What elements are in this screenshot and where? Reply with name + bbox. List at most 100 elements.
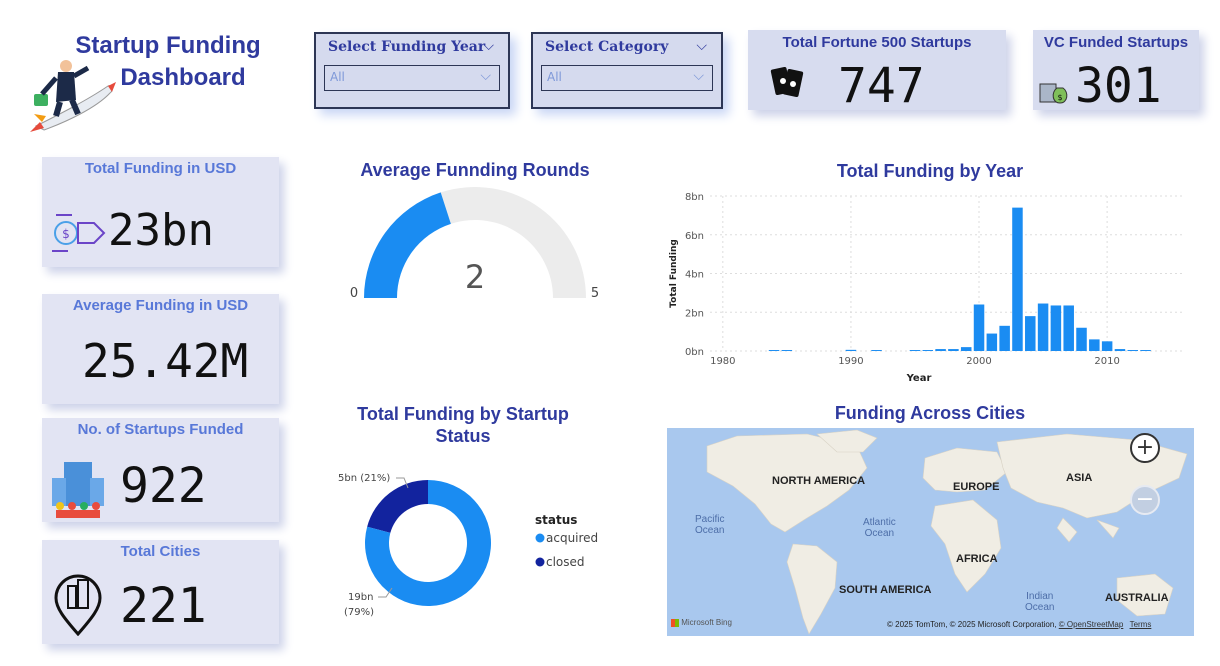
label-atlantic-ocean: Atlantic Ocean [863,517,896,539]
bar-chart-title: Total Funding by Year [836,161,1024,181]
dashboard-title: Startup Funding Dashboard [48,30,288,94]
osm-link[interactable]: © OpenStreetMap [1058,620,1124,629]
city-location-pin-icon [54,574,102,636]
avg-funding-card: Average Funding in USD 25.42M [42,294,279,404]
bar-2010 [1101,341,1113,351]
bar-2013 [1140,350,1151,351]
bing-logo: Microsoft Bing [671,618,732,627]
funding-year-slicer-label: Select Funding Year [328,39,486,55]
chevron-down-icon[interactable]: ⌵ [696,38,707,54]
dashboard-title-line2: Dashboard [120,64,246,91]
zoom-in-button[interactable]: + [1130,433,1160,463]
funding-by-status-donut[interactable]: 5bn (21%) 19bn (79%) status acquired closed [330,460,620,630]
x-axis-label: Year [906,373,932,384]
category-dropdown[interactable]: All ⌵ [541,65,713,91]
x-tick-label: 1990 [838,356,863,367]
funding-year-dropdown[interactable]: All ⌵ [324,65,500,91]
bar-1995 [909,350,921,351]
category-slicer-label: Select Category [545,39,669,55]
avg-funding-rounds-gauge[interactable]: 2 0 5 [340,180,610,310]
y-tick-label: 0bn [685,347,704,358]
bar-2003 [1012,207,1023,351]
chevron-down-icon: ⌵ [693,68,704,84]
money-bag-icon: $ [1039,83,1068,104]
bar-1984 [768,350,780,351]
donut-slice-closed [367,480,428,533]
building-people-icon [52,462,104,518]
legend-label-closed: closed [546,555,585,569]
label-leader-line [396,477,409,489]
x-tick-label: 2000 [966,356,991,367]
bar-1996 [922,350,934,351]
bar-2011 [1114,349,1126,351]
map-copyright: © 2025 TomTom, © 2025 Microsoft Corporat… [887,620,1057,629]
label-africa: AFRICA [956,553,998,565]
terms-link[interactable]: Terms [1129,620,1152,629]
slice-label-closed: 5bn (21%) [338,473,390,484]
category-value: All [547,70,562,84]
legend-label-acquired: acquired [546,531,598,545]
gauge-track [440,187,586,298]
total-funding-by-year-chart[interactable]: 0bn 2bn 4bn 6bn 8bn 1980 1990 2000 2010 Year Total… [664,186,1194,386]
y-tick-label: 6bn [685,231,704,242]
bar-2012 [1127,350,1139,351]
startups-funded-label: No. of Startups Funded [77,421,244,438]
dashboard-title-line1: Startup Funding [75,32,261,59]
category-slicer[interactable]: Select Category ⌵ All ⌵ [531,32,723,109]
svg-text:$: $ [62,227,70,241]
fortune500-value: 747 [838,58,925,114]
bing-label: Microsoft Bing [681,618,732,627]
bar-1990 [845,349,857,351]
chevron-down-icon[interactable]: ⌵ [483,38,494,54]
vc-funded-label: VC Funded Startups [1043,34,1189,51]
fortune500-label: Total Fortune 500 Startups [782,34,972,51]
bar-2009 [1089,339,1100,351]
map-attribution: © 2025 TomTom, © 2025 Microsoft Corporat… [887,620,1151,629]
bar-1985 [781,350,793,351]
label-pacific-ocean: Pacific Ocean [695,514,725,536]
bar-1992 [871,350,882,351]
bar-2000 [973,304,985,351]
avg-funding-label: Average Funding in USD [72,297,249,314]
total-funding-card: Total Funding in USD $ 23bn [42,157,279,267]
donut-slice-acquired [364,480,491,606]
label-australia: AUSTRALIA [1105,592,1169,604]
world-landmass [706,429,1188,635]
y-tick-label: 4bn [685,270,704,281]
legend-title: status [535,513,577,527]
funding-map[interactable]: NORTH AMERICA EUROPE ASIA AFRICA SOUTH A… [667,428,1194,636]
gauge-title: Average Funnding Rounds [360,160,590,180]
total-cities-card: Total Cities 221 [42,540,279,644]
vc-funded-value: 301 [1075,58,1162,114]
gauge-max-label: 5 [591,286,599,301]
slice-label-acquired-pct: (79%) [344,607,374,618]
y-tick-label: 2bn [685,308,704,319]
avg-funding-value: 25.42M [82,334,249,388]
legend-marker-closed [535,557,545,567]
chevron-down-icon: ⌵ [480,68,491,84]
zoom-out-button[interactable]: − [1130,485,1160,515]
bar-2005 [1037,303,1049,351]
startups-funded-card: No. of Startups Funded 922 [42,418,279,522]
gauge-min-label: 0 [350,286,358,301]
bar-1997 [935,349,946,351]
funding-year-slicer[interactable]: Select Funding Year ⌵ All ⌵ [314,32,510,109]
microsoft-logo-icon [671,618,679,627]
funding-year-value: All [330,70,345,84]
label-indian-ocean: Indian Ocean [1025,591,1055,613]
gauge-fill [364,192,451,298]
label-north-america: NORTH AMERICA [772,475,866,487]
gauge-value: 2 [465,258,485,296]
bar-2006 [1050,305,1062,351]
startups-funded-value: 922 [120,458,207,514]
total-cities-value: 221 [120,578,207,634]
total-funding-label: Total Funding in USD [84,160,237,177]
vc-funded-card: VC Funded Startups $ 301 [1033,30,1199,114]
total-cities-label: Total Cities [120,543,201,560]
funding-transfer-icon: $ [52,214,106,252]
y-tick-label: 8bn [685,192,704,203]
legend-marker-acquired [535,533,545,543]
bar-1999 [960,347,972,351]
x-tick-label: 1980 [710,356,735,367]
fortune500-card: Total Fortune 500 Startups 747 [748,30,1006,114]
